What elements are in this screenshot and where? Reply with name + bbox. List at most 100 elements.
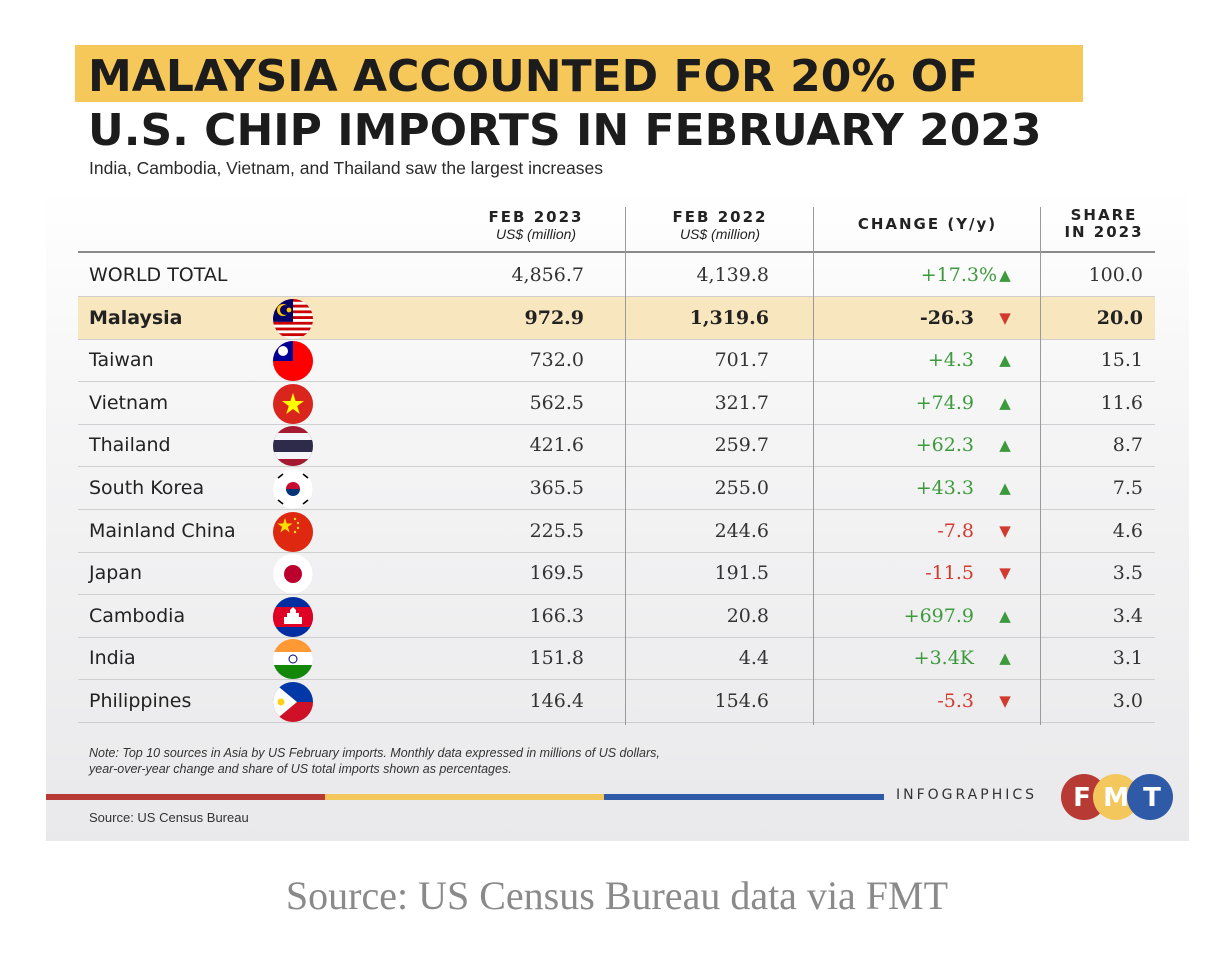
country-name: WORLD TOTAL bbox=[89, 264, 228, 286]
table-row: Thailand 421.6 259.7 +62.3 ▲ 8.7 bbox=[78, 424, 1155, 468]
infographic-title: MALAYSIA ACCOUNTED FOR 20% OF U.S. CHIP … bbox=[88, 50, 1042, 158]
header-share-line1: SHARE bbox=[1070, 206, 1138, 224]
cambodia-flag-icon bbox=[273, 596, 313, 637]
table-row: Taiwan 732.0 701.7 +4.3 ▲ 15.1 bbox=[78, 339, 1155, 383]
value-feb-2022: 4,139.8 bbox=[696, 264, 769, 286]
up-arrow-icon: ▲ bbox=[999, 393, 1011, 412]
row-separator bbox=[78, 466, 1155, 468]
value-share: 11.6 bbox=[1100, 391, 1143, 414]
down-arrow-icon: ▼ bbox=[999, 564, 1011, 583]
value-change: +17.3% bbox=[920, 264, 997, 286]
title-highlight bbox=[75, 45, 1083, 102]
value-change: -26.3 bbox=[919, 306, 974, 329]
country-name: Japan bbox=[89, 562, 142, 585]
header-change: CHANGE (Y/y) bbox=[840, 216, 1015, 233]
thailand-flag-icon bbox=[273, 426, 313, 467]
table-row: Philippines 146.4 154.6 -5.3 ▼ 3.0 bbox=[78, 680, 1155, 723]
value-share: 15.1 bbox=[1100, 349, 1143, 372]
row-separator bbox=[78, 551, 1155, 553]
value-feb-2022: 259.7 bbox=[714, 434, 769, 457]
japan-flag-icon bbox=[273, 554, 313, 595]
value-feb-2023: 562.5 bbox=[529, 391, 584, 414]
value-feb-2023: 146.4 bbox=[529, 690, 584, 712]
country-name: South Korea bbox=[89, 477, 205, 499]
value-share: 3.5 bbox=[1112, 562, 1143, 585]
value-feb-2023: 421.6 bbox=[529, 434, 584, 457]
philippines-flag-icon bbox=[273, 682, 313, 722]
row-separator bbox=[78, 423, 1155, 425]
value-feb-2022: 154.6 bbox=[714, 690, 769, 712]
value-change: +4.3 bbox=[927, 349, 974, 372]
south-korea-flag-icon bbox=[273, 469, 313, 509]
value-feb-2022: 1,319.6 bbox=[689, 306, 769, 329]
value-feb-2022: 191.5 bbox=[714, 562, 769, 585]
header-share-line2: IN 2023 bbox=[1064, 223, 1144, 241]
value-share: 3.1 bbox=[1112, 647, 1143, 670]
value-share: 3.0 bbox=[1112, 690, 1143, 712]
header-feb2023-unit: US$ (million) bbox=[495, 226, 577, 242]
value-share: 100.0 bbox=[1088, 264, 1143, 286]
taiwan-flag-icon bbox=[273, 341, 313, 382]
column-divider-1 bbox=[625, 207, 626, 725]
header-feb2022-label: FEB 2022 bbox=[672, 208, 768, 226]
country-name: Cambodia bbox=[89, 604, 186, 627]
value-change: -5.3 bbox=[937, 690, 974, 712]
title-line-1: MALAYSIA ACCOUNTED FOR 20% OF bbox=[88, 51, 979, 102]
up-arrow-icon: ▲ bbox=[999, 266, 1011, 284]
brand-bar-yellow bbox=[325, 794, 604, 800]
value-feb-2023: 972.9 bbox=[524, 306, 585, 329]
brand-bar-red bbox=[46, 794, 325, 800]
header-feb2022: FEB 2022 US$ (million) bbox=[660, 208, 780, 243]
down-arrow-icon: ▼ bbox=[999, 521, 1011, 540]
country-name: Thailand bbox=[89, 434, 171, 457]
logo-letter-f: F bbox=[1073, 783, 1091, 813]
fmt-logo: F M T bbox=[1061, 774, 1173, 820]
table-row: South Korea 365.5 255.0 +43.3 ▲ 7.5 bbox=[78, 467, 1155, 510]
india-flag-icon bbox=[273, 639, 313, 680]
value-feb-2023: 169.5 bbox=[529, 562, 584, 585]
value-change: -11.5 bbox=[925, 562, 974, 585]
row-separator bbox=[78, 722, 1155, 723]
logo-letter-m: M bbox=[1103, 783, 1129, 813]
up-arrow-icon: ▲ bbox=[999, 351, 1011, 370]
brand-infographics-label: INFOGRAPHICS bbox=[896, 787, 1038, 803]
column-divider-3 bbox=[1040, 207, 1041, 725]
table-row: Cambodia 166.3 20.8 +697.9 ▲ 3.4 bbox=[78, 595, 1155, 638]
brand-bar-blue bbox=[604, 794, 884, 800]
value-feb-2022: 701.7 bbox=[714, 349, 769, 372]
row-separator bbox=[78, 381, 1155, 383]
value-feb-2023: 225.5 bbox=[529, 519, 584, 542]
value-feb-2023: 365.5 bbox=[529, 477, 584, 499]
row-separator bbox=[78, 509, 1155, 510]
value-change: +74.9 bbox=[915, 391, 974, 414]
value-change: +43.3 bbox=[915, 477, 974, 499]
row-separator bbox=[78, 594, 1155, 596]
header-rule bbox=[78, 251, 1155, 253]
title-line-2: U.S. CHIP IMPORTS IN FEBRUARY 2023 bbox=[88, 105, 1042, 156]
country-name: Malaysia bbox=[89, 306, 183, 329]
row-separator bbox=[78, 679, 1155, 681]
value-share: 7.5 bbox=[1112, 477, 1143, 499]
country-name: Mainland China bbox=[89, 519, 236, 542]
up-arrow-icon: ▲ bbox=[999, 436, 1011, 455]
value-share: 20.0 bbox=[1096, 306, 1143, 329]
value-feb-2023: 151.8 bbox=[529, 647, 584, 670]
source-note: Source: US Census Bureau bbox=[89, 810, 249, 825]
infographic-panel bbox=[46, 38, 1189, 841]
logo-letter-t: T bbox=[1143, 783, 1161, 813]
up-arrow-icon: ▲ bbox=[999, 649, 1011, 668]
value-change: +3.4K bbox=[913, 647, 974, 670]
vietnam-flag-icon bbox=[273, 383, 313, 424]
table-row: Mainland China 225.5 244.6 -7.8 ▼ 4.6 bbox=[78, 510, 1155, 553]
down-arrow-icon: ▼ bbox=[999, 692, 1011, 710]
value-feb-2022: 244.6 bbox=[714, 519, 769, 542]
value-feb-2022: 4.4 bbox=[738, 647, 769, 670]
up-arrow-icon: ▲ bbox=[999, 479, 1011, 497]
table-row: Japan 169.5 191.5 -11.5 ▼ 3.5 bbox=[78, 552, 1155, 596]
header-feb2022-unit: US$ (million) bbox=[679, 226, 761, 242]
footnote: Note: Top 10 sources in Asia by US Febru… bbox=[89, 745, 660, 777]
value-share: 8.7 bbox=[1112, 434, 1143, 457]
value-change: +697.9 bbox=[903, 604, 974, 627]
value-feb-2022: 321.7 bbox=[714, 391, 769, 414]
footnote-line-1: Note: Top 10 sources in Asia by US Febru… bbox=[89, 746, 660, 760]
